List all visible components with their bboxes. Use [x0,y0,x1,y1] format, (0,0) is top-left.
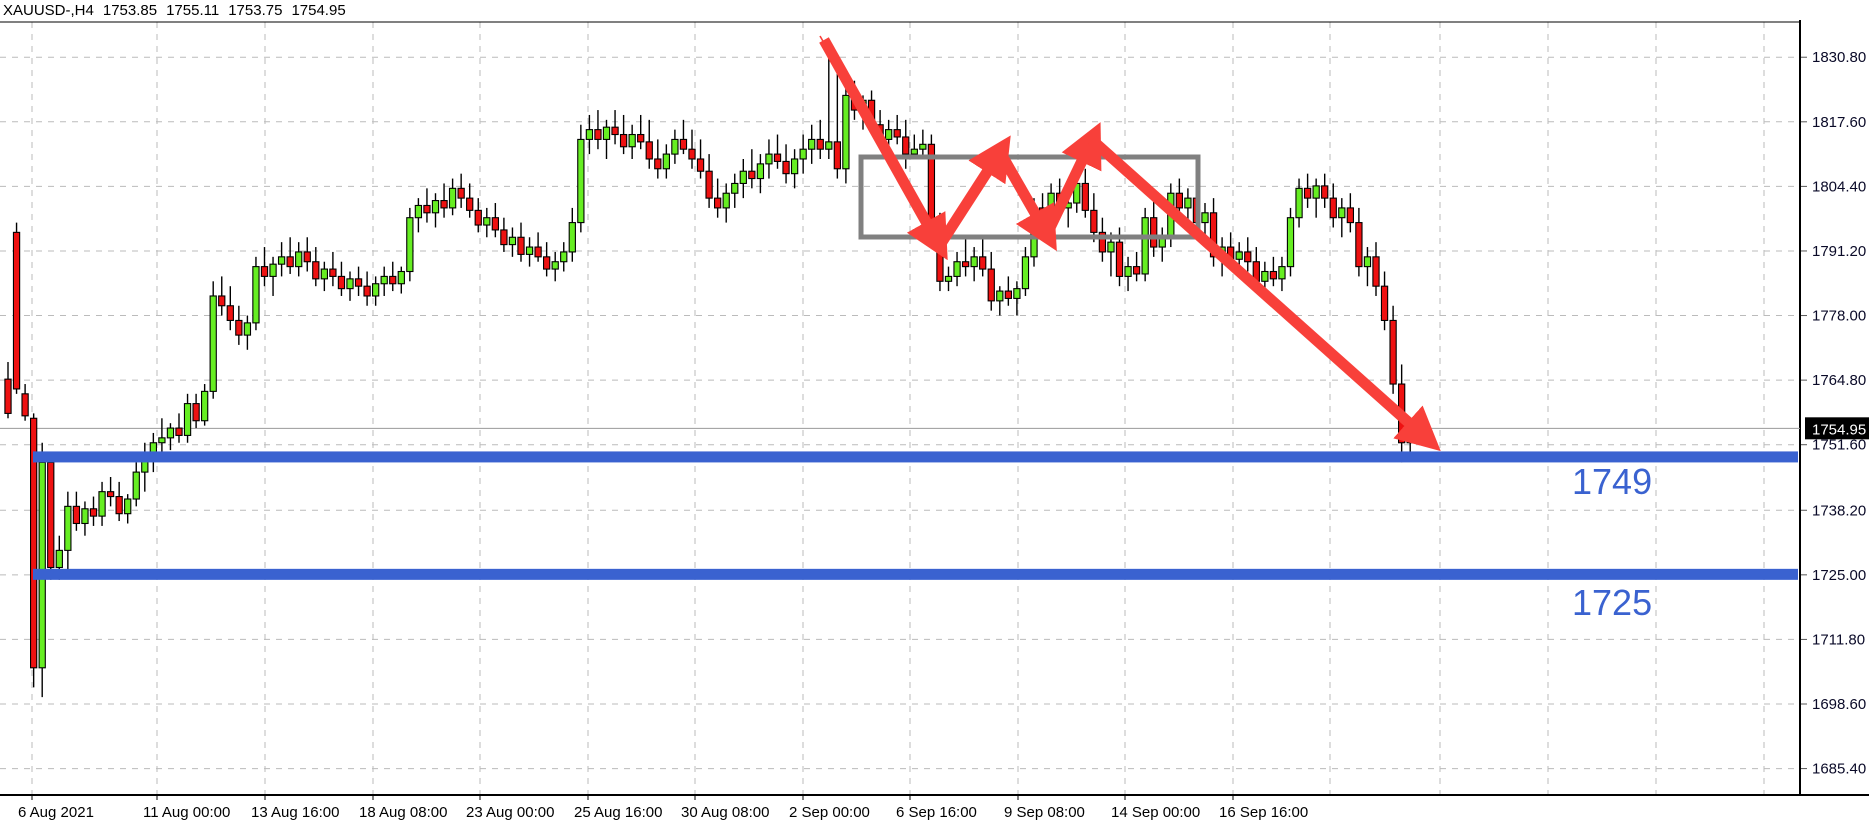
time-tick-label: 23 Aug 00:00 [466,804,554,821]
current-price-tag [1805,417,1869,440]
impulse-down-arrow-2[interactable] [995,149,1057,252]
current-price-tag-value: 1754.95 [1812,421,1866,438]
time-tick-label: 30 Aug 08:00 [681,804,769,821]
support-label-1749: 1749 [1572,461,1652,502]
axis-layer: 1830.80 1817.60 1804.40 1791.20 1778.00 1764.… [18,49,1869,821]
retrace-up-arrow[interactable] [935,135,1011,248]
price-tick-label: 1764.80 [1812,372,1866,389]
high-price: 1755.11 [166,2,220,19]
time-tick-label: 9 Sep 08:00 [1004,804,1085,821]
time-tick-label: 11 Aug 00:00 [143,804,230,821]
impulse-down-arrow[interactable] [819,37,948,261]
final-breakdown-arrow[interactable] [1088,135,1441,452]
time-tick-label: 6 Aug 2021 [18,804,94,821]
low-price: 1753.75 [228,2,283,19]
time-tick-label: 6 Sep 16:00 [896,804,977,821]
close-price: 1754.95 [291,2,346,19]
price-tick-label: 1725.00 [1812,567,1866,584]
price-tick-label: 1791.20 [1812,243,1866,260]
support-line-1725[interactable] [33,568,1798,580]
grid-layer [0,20,1869,796]
retrace-up-arrow-2[interactable] [1042,122,1102,237]
time-tick-label: 18 Aug 08:00 [359,804,447,821]
time-tick-label: 13 Aug 16:00 [251,804,339,821]
price-tick-label: 1738.20 [1812,502,1866,519]
drawings-layer[interactable]: 1749 1725 [33,35,1798,623]
price-tick-label: 1698.60 [1812,696,1866,713]
time-tick-label: 16 Sep 16:00 [1219,804,1308,821]
time-tick-label: 25 Aug 16:00 [574,804,662,821]
support-line-1749[interactable] [33,451,1798,463]
price-tick-label: 1830.80 [1812,49,1866,66]
open-price: 1753.85 [102,2,158,19]
price-tick-label: 1711.80 [1812,631,1865,648]
time-tick-label: 14 Sep 00:00 [1111,804,1200,821]
symbol-timeframe-label: XAUUSD-,H4 [3,2,94,19]
time-tick-label: 2 Sep 00:00 [789,804,870,821]
price-tick-label: 1817.60 [1812,114,1866,131]
price-tick-label: 1778.00 [1812,308,1866,325]
price-tick-label: 1685.40 [1812,761,1866,778]
price-tick-label: 1804.40 [1812,178,1866,195]
support-label-1725: 1725 [1572,582,1652,623]
chart-header-quote: XAUUSD-,H4 1753.85 1755.11 1753.75 1754.95 [0,0,355,22]
price-tick-label: 1751.60 [1812,437,1866,454]
